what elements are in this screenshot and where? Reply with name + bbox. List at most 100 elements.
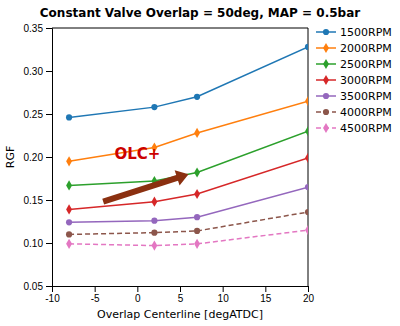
legend-label: 3000RPM bbox=[340, 74, 392, 87]
x-axis-tick-mark bbox=[137, 286, 138, 292]
y-axis-tick-mark bbox=[46, 243, 52, 244]
series bbox=[66, 126, 308, 190]
y-axis-tick-label: 0.35 bbox=[24, 23, 44, 34]
x-axis-tick-label: 20 bbox=[303, 293, 315, 304]
legend-label: 2500RPM bbox=[340, 58, 392, 71]
x-axis: -10 -5 0 5 10 15 20 bbox=[45, 286, 314, 304]
series-marker bbox=[194, 228, 200, 234]
series-marker bbox=[151, 218, 157, 224]
series-marker bbox=[66, 156, 72, 166]
legend-marker bbox=[323, 43, 329, 53]
series-line bbox=[69, 212, 308, 234]
y-axis-tick-label: 0.10 bbox=[24, 238, 44, 249]
series-line bbox=[69, 187, 308, 222]
series-line bbox=[69, 230, 308, 245]
x-axis-tick: 15 bbox=[260, 286, 272, 304]
legend-marker bbox=[323, 59, 329, 69]
series-marker bbox=[305, 209, 308, 215]
y-axis-tick-mark bbox=[46, 286, 52, 287]
series bbox=[66, 153, 308, 215]
x-axis-tick: -10 bbox=[45, 286, 60, 304]
y-axis-tick-label: 0.20 bbox=[24, 152, 44, 163]
y-axis-tick: 0.30 bbox=[24, 66, 52, 77]
x-axis-tick-mark bbox=[95, 286, 96, 292]
series-marker bbox=[66, 239, 72, 249]
series-marker bbox=[66, 114, 72, 120]
legend-marker bbox=[323, 93, 329, 99]
y-axis-tick-mark bbox=[46, 114, 52, 115]
series-marker bbox=[305, 225, 308, 235]
chart-title: Constant Valve Overlap = 50deg, MAP = 0.… bbox=[40, 6, 360, 20]
legend-marker bbox=[323, 75, 329, 85]
series-marker bbox=[305, 96, 308, 106]
legend-item: 2500RPM bbox=[316, 58, 392, 71]
y-axis-tick-label: 0.05 bbox=[24, 281, 44, 292]
x-axis-tick: 0 bbox=[135, 286, 141, 304]
y-axis-tick: 0.20 bbox=[24, 152, 52, 163]
x-axis-tick-label: -10 bbox=[45, 293, 60, 304]
series-marker bbox=[151, 230, 157, 236]
x-axis-tick-mark bbox=[223, 286, 224, 292]
series bbox=[66, 184, 308, 225]
chart-container: -10 -5 0 5 10 15 20 0.05 0.10 0.15 0.20 0.25 0.30 0.3… bbox=[0, 0, 400, 326]
x-axis-tick-label: -5 bbox=[91, 293, 100, 304]
plot-frame bbox=[52, 28, 308, 29]
legend-item: 4500RPM bbox=[316, 122, 392, 135]
series-marker bbox=[66, 219, 72, 225]
y-axis-tick-mark bbox=[46, 157, 52, 158]
series bbox=[66, 225, 308, 251]
plot-area bbox=[66, 44, 308, 251]
y-axis-tick-label: 0.15 bbox=[24, 195, 44, 206]
series bbox=[66, 44, 308, 121]
x-axis-tick-label: 5 bbox=[178, 293, 184, 304]
legend-item: 3500RPM bbox=[316, 90, 392, 103]
x-axis-tick: 5 bbox=[178, 286, 184, 304]
series-line bbox=[69, 47, 308, 118]
series-marker bbox=[151, 104, 157, 110]
y-axis-tick: 0.35 bbox=[24, 23, 52, 34]
x-axis-line bbox=[53, 287, 309, 293]
y-axis-tick-label: 0.30 bbox=[24, 66, 44, 77]
series-line bbox=[69, 158, 308, 210]
x-axis-tick-label: 0 bbox=[135, 293, 141, 304]
series-marker bbox=[194, 189, 200, 199]
legend: 1500RPM 2000RPM 2500RPM 3000RPM 3500RPM 4000R… bbox=[316, 26, 392, 135]
y-axis-title: RGF bbox=[4, 146, 17, 169]
y-axis-tick-mark bbox=[46, 28, 52, 29]
legend-item: 1500RPM bbox=[316, 26, 392, 39]
legend-item: 4000RPM bbox=[316, 106, 392, 119]
series-marker bbox=[66, 204, 72, 214]
legend-label: 2000RPM bbox=[340, 42, 392, 55]
y-axis-tick: 0.15 bbox=[24, 195, 52, 206]
x-axis-tick-mark bbox=[308, 286, 309, 292]
x-axis-tick: 20 bbox=[303, 286, 315, 304]
y-axis-tick: 0.25 bbox=[24, 109, 52, 120]
series-marker bbox=[305, 184, 308, 190]
y-axis-tick: 0.10 bbox=[24, 238, 52, 249]
series-marker bbox=[151, 197, 157, 207]
series-marker bbox=[305, 153, 308, 163]
series-marker bbox=[151, 240, 157, 250]
legend-item: 3000RPM bbox=[316, 74, 392, 87]
legend-marker bbox=[323, 109, 329, 115]
y-axis-line bbox=[46, 29, 53, 287]
series-marker bbox=[194, 214, 200, 220]
y-axis-tick-mark bbox=[46, 200, 52, 201]
x-axis-tick-mark bbox=[265, 286, 266, 292]
legend-label: 4500RPM bbox=[340, 122, 392, 135]
series bbox=[66, 96, 308, 166]
x-axis-title: Overlap Centerline [degATDC] bbox=[97, 308, 263, 321]
series-marker bbox=[194, 167, 200, 177]
series-line bbox=[69, 131, 308, 185]
annotation-arrow bbox=[102, 170, 188, 204]
x-axis-tick: 10 bbox=[218, 286, 230, 304]
series-marker bbox=[194, 239, 200, 249]
series-marker bbox=[194, 128, 200, 138]
x-axis-tick-label: 15 bbox=[260, 293, 272, 304]
legend-label: 1500RPM bbox=[340, 26, 392, 39]
series-marker bbox=[194, 94, 200, 100]
legend-marker bbox=[323, 123, 329, 133]
y-axis: 0.05 0.10 0.15 0.20 0.25 0.30 0.35 bbox=[24, 23, 53, 292]
x-axis-tick-label: 10 bbox=[218, 293, 230, 304]
x-axis-tick-mark bbox=[180, 286, 181, 292]
